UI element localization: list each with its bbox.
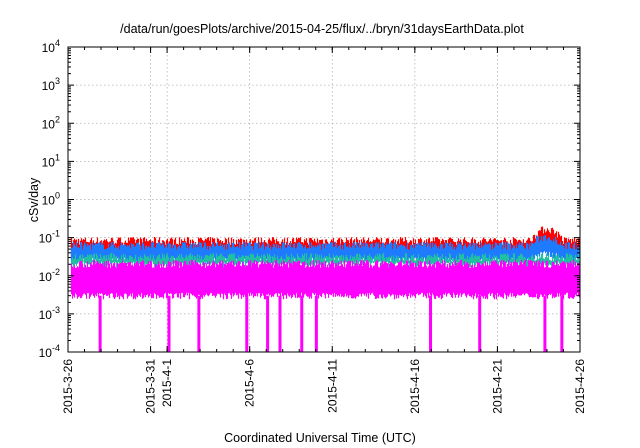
- x-tick-label: 2015-3-31: [144, 359, 158, 414]
- plot-frame: [67, 46, 581, 353]
- y-tick-label: 10-2: [39, 267, 60, 284]
- y-tick-label: 10-3: [39, 305, 60, 322]
- series-band: [70, 259, 581, 300]
- chart-title: /data/run/goesPlots/archive/2015-04-25/f…: [120, 22, 524, 36]
- y-tick-label: 10-4: [39, 343, 60, 360]
- x-tick-label: 2015-4-26: [573, 359, 587, 414]
- x-tick-label: 2015-4-11: [325, 359, 339, 413]
- y-tick-label: 102: [42, 114, 60, 131]
- x-tick-label: 2015-4-1: [160, 359, 174, 407]
- x-tick-label: 2015-4-16: [408, 359, 422, 414]
- x-axis-label: Coordinated Universal Time (UTC): [224, 431, 416, 445]
- y-tick-label: 104: [42, 38, 60, 55]
- grid-lines: [68, 47, 580, 352]
- series-band: [70, 235, 581, 265]
- x-tick-label: 2015-4-21: [490, 359, 504, 414]
- y-tick-label: 10-1: [39, 229, 60, 246]
- x-tick-label: 2015-3-26: [61, 359, 75, 414]
- axis-ticks: 10-4 10-3 10-2 10-1 100 101 102 103 104 2015-3-26…: [39, 38, 587, 414]
- y-tick-label: 103: [42, 76, 60, 93]
- y-tick-label: 100: [42, 191, 60, 208]
- x-tick-label: 2015-4-6: [243, 359, 257, 407]
- y-axis-label: cSv/day: [27, 177, 41, 222]
- y-tick-label: 101: [42, 152, 60, 169]
- plot-series: [70, 226, 581, 352]
